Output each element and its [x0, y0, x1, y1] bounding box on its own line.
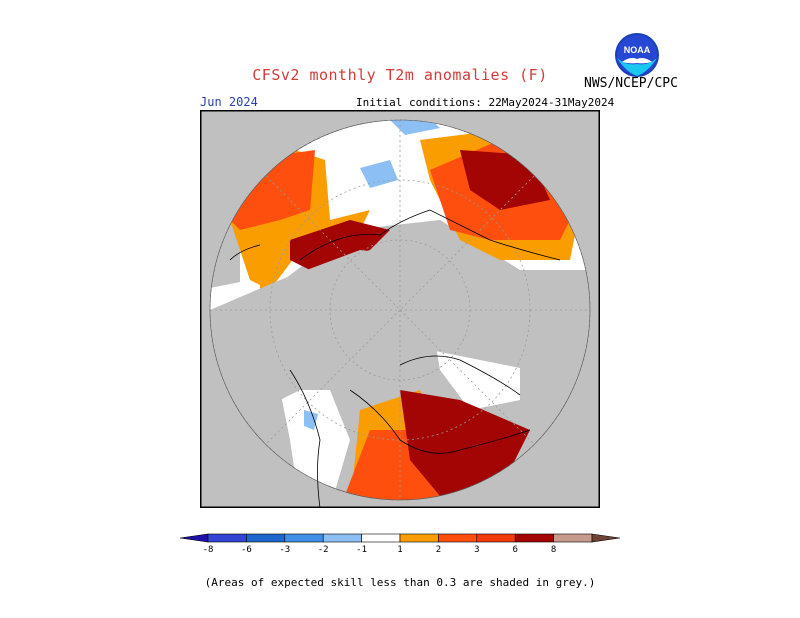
colorbar-box [514, 533, 554, 543]
coastlines [229, 209, 561, 508]
colorbar-tick-label: -1 [356, 545, 367, 555]
colorbar-tick-label: -8 [203, 545, 214, 555]
blue-patch-top [385, 120, 440, 135]
colorbar-tick-label: 1 [397, 545, 402, 555]
colorbar-box [322, 533, 362, 543]
agency-label: NWS/NCEP/CPC [584, 76, 678, 91]
red-region-northwest [220, 150, 315, 230]
colorbar-boxes [179, 533, 621, 543]
colorbar-box [399, 533, 439, 543]
map-frame [200, 110, 600, 508]
darkred-region-russia [290, 220, 390, 270]
colorbar-box [207, 533, 247, 543]
logo-text: NOAA [624, 45, 651, 55]
colorbar-box [361, 533, 401, 543]
colorbar-tick-label: 3 [474, 545, 479, 555]
colorbar-tick-label: -2 [318, 545, 329, 555]
chart-title: CFSv2 monthly T2m anomalies (F) [252, 66, 548, 84]
blue-patch-barents [360, 160, 398, 188]
noaa-logo-icon: NOAA [615, 33, 659, 77]
colorbar-tick-label: 2 [436, 545, 441, 555]
colorbar-tick-label: -6 [241, 545, 252, 555]
colorbar-box [284, 533, 324, 543]
colorbar-box [246, 533, 286, 543]
colorbar-arrow-low [179, 533, 209, 543]
polar-stereographic-map [200, 110, 600, 508]
forecast-month: Jun 2024 [200, 95, 258, 109]
colorbar: -8 -6 -3 -2 -1 1 2 3 6 8 [179, 533, 621, 555]
footnote: (Areas of expected skill less than 0.3 a… [204, 576, 596, 589]
colorbar-box [553, 533, 593, 543]
initial-conditions: Initial conditions: 22May2024-31May2024 [356, 96, 615, 109]
colorbar-box [476, 533, 516, 543]
colorbar-tick-label: -3 [279, 545, 290, 555]
blue-patch-pacific [304, 410, 318, 430]
colorbar-arrow-high [591, 533, 621, 543]
colorbar-labels: -8 -6 -3 -2 -1 1 2 3 6 8 [203, 545, 557, 555]
map-disc-edge [209, 119, 591, 501]
colorbar-tick-label: 6 [512, 545, 517, 555]
colorbar-tick-label: 8 [551, 545, 556, 555]
colorbar-box [438, 533, 478, 543]
